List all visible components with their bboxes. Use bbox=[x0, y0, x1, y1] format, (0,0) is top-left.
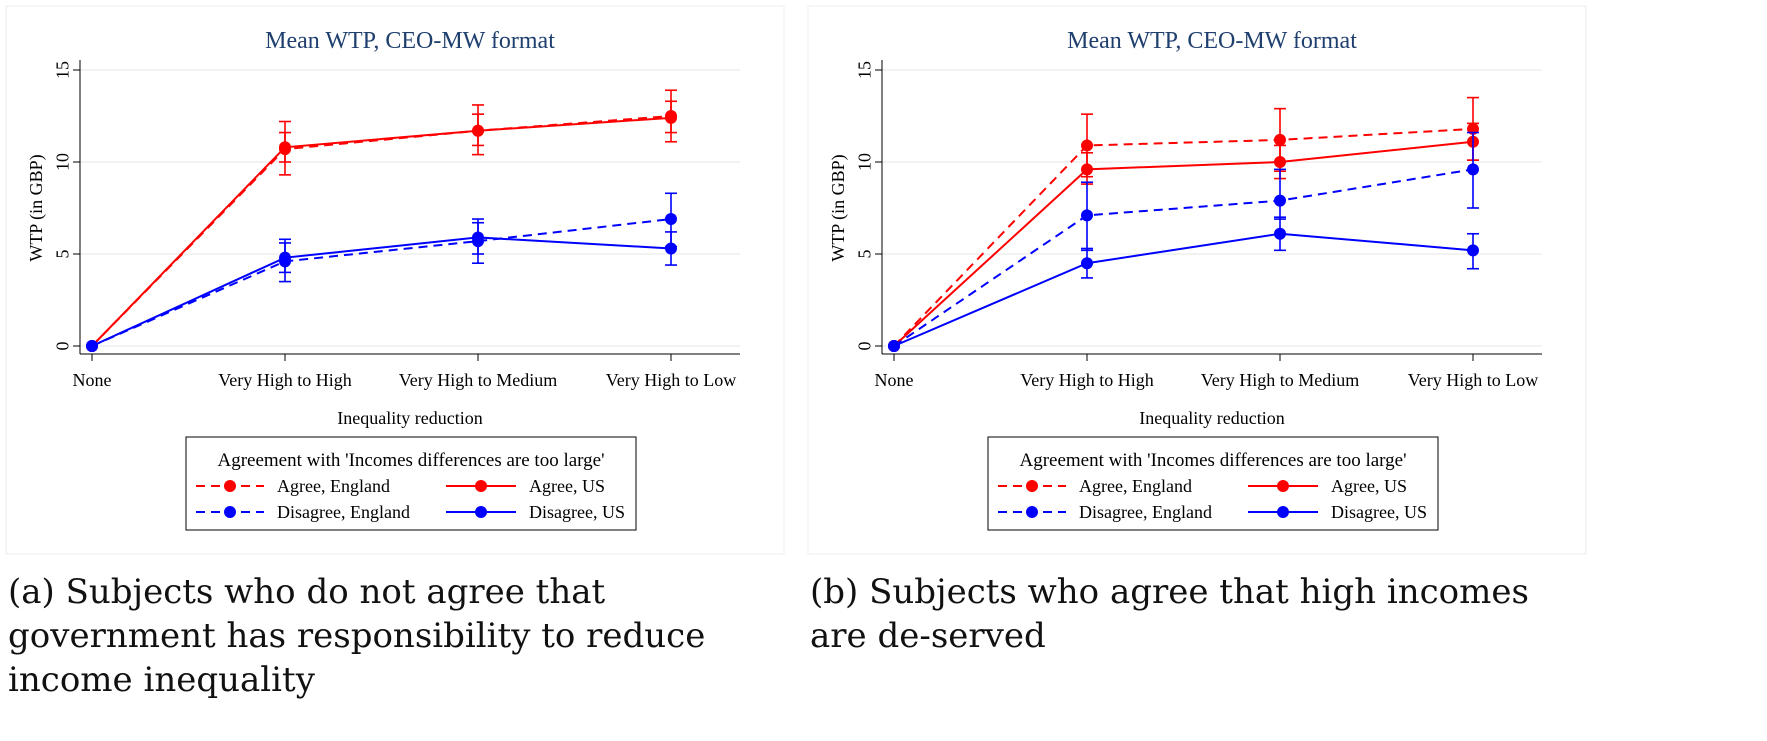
y-tick-label: 10 bbox=[52, 153, 72, 171]
x-tick-label: Very High to Medium bbox=[1201, 370, 1359, 390]
series-line bbox=[893, 140, 1474, 347]
legend-label: Agree, US bbox=[1331, 476, 1407, 496]
x-tick-label: Very High to Low bbox=[606, 370, 736, 390]
data-point bbox=[1467, 244, 1479, 257]
legend-marker bbox=[1026, 506, 1038, 518]
x-tick-label: Very High to High bbox=[218, 370, 352, 390]
chart-panel-b: Mean WTP, CEO-MW format 0 5 10 15 None Very Hi… bbox=[802, 0, 1592, 560]
legend-marker bbox=[475, 506, 487, 518]
series-line bbox=[91, 116, 672, 347]
legend-item: Disagree, England bbox=[196, 502, 410, 522]
data-point bbox=[665, 111, 677, 124]
chart-b: Mean WTP, CEO-MW format 0 5 10 15 None Very Hi… bbox=[807, 5, 1587, 555]
legend-marker bbox=[475, 480, 487, 492]
series-line bbox=[893, 232, 1474, 347]
legend: Agreement with 'Incomes differences are … bbox=[185, 436, 637, 531]
chart-title: Mean WTP, CEO-MW format bbox=[1067, 28, 1357, 54]
data-point bbox=[665, 242, 677, 255]
legend-item: Disagree, England bbox=[998, 502, 1212, 522]
x-tick-label: None bbox=[73, 370, 112, 390]
y-axis-label: WTP (in GBP) bbox=[828, 154, 849, 261]
y-tick-label: 15 bbox=[52, 61, 72, 79]
legend-label: Agree, England bbox=[277, 476, 390, 496]
legend-label: Disagree, England bbox=[277, 502, 410, 522]
y-tick-label: 0 bbox=[52, 342, 72, 351]
y-tick-label: 0 bbox=[854, 342, 874, 351]
series-line bbox=[893, 127, 1474, 347]
legend-item: Agree, US bbox=[1248, 476, 1407, 496]
data-point bbox=[1081, 163, 1093, 176]
data-point bbox=[1467, 163, 1479, 176]
series-line bbox=[91, 236, 672, 347]
legend-title: Agreement with 'Incomes differences are … bbox=[1019, 450, 1406, 471]
legend-box bbox=[987, 436, 1439, 531]
chart-panel-a: Mean WTP, CEO-MW format 0 5 10 15 None Very Hi… bbox=[0, 0, 790, 560]
y-tick-label: 5 bbox=[854, 250, 874, 259]
legend-marker bbox=[224, 506, 236, 518]
x-tick-label: Very High to Low bbox=[1408, 370, 1538, 390]
data-point bbox=[888, 340, 900, 352]
data-point bbox=[279, 251, 291, 264]
x-tick-label: None bbox=[875, 370, 914, 390]
legend-item: Agree, England bbox=[998, 476, 1192, 496]
legend-label: Agree, England bbox=[1079, 476, 1192, 496]
legend-label: Agree, US bbox=[529, 476, 605, 496]
legend-box bbox=[185, 436, 637, 531]
caption-b: (b) Subjects who agree that high incomes… bbox=[810, 572, 1529, 656]
legend-marker bbox=[1277, 506, 1289, 518]
data-point bbox=[1081, 209, 1093, 222]
legend-label: Disagree, US bbox=[529, 502, 625, 522]
data-point bbox=[665, 213, 677, 226]
y-tick-label: 10 bbox=[854, 153, 874, 171]
legend-item: Disagree, US bbox=[1248, 502, 1427, 522]
data-point bbox=[472, 124, 484, 137]
legend-item: Disagree, US bbox=[446, 502, 625, 522]
data-point bbox=[86, 340, 98, 352]
data-point bbox=[472, 231, 484, 244]
legend-marker bbox=[1277, 480, 1289, 492]
legend-item: Agree, US bbox=[446, 476, 605, 496]
data-point bbox=[1274, 194, 1286, 207]
data-point bbox=[1274, 156, 1286, 168]
x-tick-label: Very High to Medium bbox=[399, 370, 557, 390]
caption-a: (a) Subjects who do not agree that gover… bbox=[8, 572, 706, 700]
legend: Agreement with 'Incomes differences are … bbox=[987, 436, 1439, 531]
legend-marker bbox=[1026, 480, 1038, 492]
series-disagree-us bbox=[888, 216, 1479, 352]
data-point bbox=[1274, 133, 1286, 146]
x-tick-label: Very High to High bbox=[1020, 370, 1154, 390]
legend-title: Agreement with 'Incomes differences are … bbox=[217, 450, 604, 471]
y-tick-label: 5 bbox=[52, 250, 72, 259]
y-tick-label: 15 bbox=[854, 61, 874, 79]
series-line bbox=[91, 218, 672, 347]
data-point bbox=[1274, 227, 1286, 240]
data-point bbox=[279, 141, 291, 154]
legend-label: Disagree, US bbox=[1331, 502, 1427, 522]
legend-label: Disagree, England bbox=[1079, 502, 1212, 522]
chart-a: Mean WTP, CEO-MW format 0 5 10 15 None Very Hi… bbox=[5, 5, 785, 555]
series-disagree-us bbox=[86, 221, 677, 352]
data-point bbox=[1081, 257, 1093, 270]
x-axis-label: Inequality reduction bbox=[1139, 408, 1284, 428]
chart-title: Mean WTP, CEO-MW format bbox=[265, 28, 555, 54]
legend-item: Agree, England bbox=[196, 476, 390, 496]
y-axis-label: WTP (in GBP) bbox=[26, 154, 47, 261]
x-axis-label: Inequality reduction bbox=[337, 408, 482, 428]
legend-marker bbox=[224, 480, 236, 492]
data-point bbox=[1081, 139, 1093, 152]
